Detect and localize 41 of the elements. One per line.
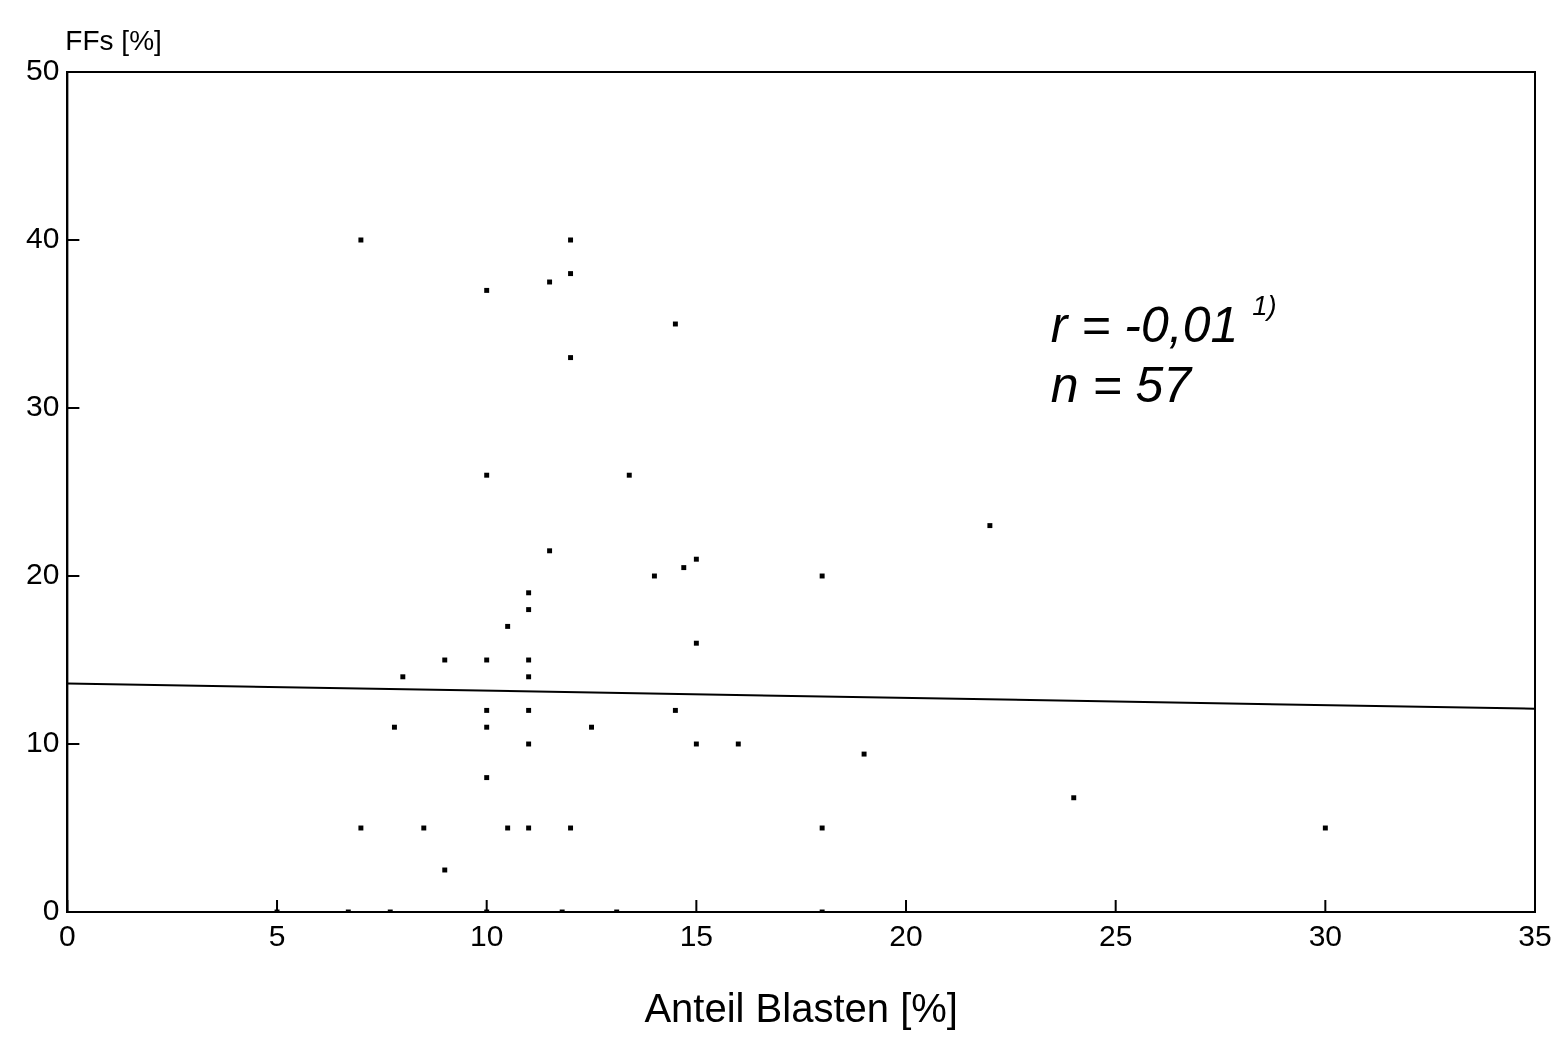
annotation: r = -0,01 1) (1050, 289, 1277, 353)
x-tick-label: 15 (679, 919, 714, 953)
point (589, 724, 594, 730)
y-tick-label: 20 (25, 557, 60, 591)
point (693, 640, 699, 646)
point (568, 271, 574, 277)
point (526, 707, 532, 713)
point (672, 707, 678, 713)
point (526, 590, 532, 596)
point (400, 674, 406, 680)
point (526, 607, 532, 613)
point (526, 674, 532, 680)
x-tick-label: 20 (889, 919, 923, 953)
point (861, 751, 867, 757)
y-tick-label: 0 (42, 893, 60, 927)
point (547, 548, 553, 554)
point (484, 707, 490, 713)
y-tick-label: 40 (25, 221, 60, 255)
x-tick-label: 30 (1308, 919, 1343, 953)
point (1071, 795, 1077, 801)
x-tick-label: 25 (1098, 919, 1133, 953)
point (484, 287, 490, 293)
point (484, 775, 490, 781)
point (987, 523, 993, 529)
y-tick-label: 10 (25, 725, 60, 759)
point (693, 556, 699, 562)
point (391, 724, 397, 730)
x-tick-label: 5 (268, 919, 286, 953)
annotation: n = 57 (1050, 357, 1194, 413)
y-tick-label: 30 (25, 389, 60, 423)
point (484, 472, 490, 478)
x-axis-title: Anteil Blasten [%] (644, 986, 958, 1030)
point (681, 565, 687, 571)
y-axis-title: FFs [%] (65, 25, 162, 56)
x-tick-label: 10 (470, 919, 504, 953)
point (484, 724, 490, 730)
point (626, 472, 632, 478)
point (568, 355, 574, 361)
point (505, 623, 511, 629)
x-tick-label: 35 (1518, 919, 1552, 953)
y-tick-label: 50 (25, 53, 60, 87)
